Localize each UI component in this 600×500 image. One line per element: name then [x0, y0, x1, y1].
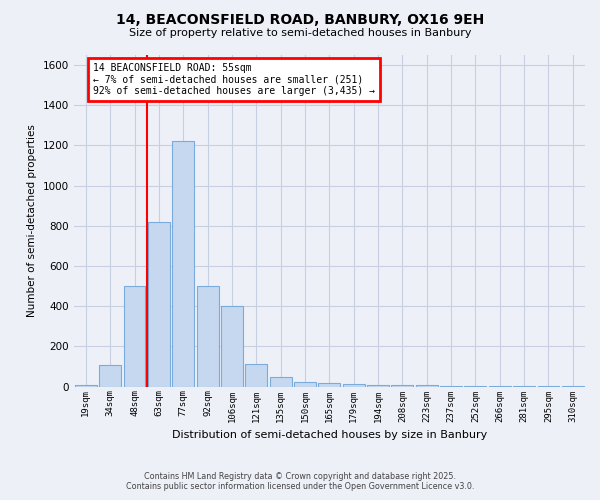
Bar — [221, 306, 243, 386]
X-axis label: Distribution of semi-detached houses by size in Banbury: Distribution of semi-detached houses by … — [172, 430, 487, 440]
Bar — [99, 364, 121, 386]
Bar — [124, 286, 145, 386]
Bar — [75, 384, 97, 386]
Text: 14 BEACONSFIELD ROAD: 55sqm
← 7% of semi-detached houses are smaller (251)
92% o: 14 BEACONSFIELD ROAD: 55sqm ← 7% of semi… — [93, 63, 375, 96]
Bar — [172, 142, 194, 386]
Bar — [197, 286, 218, 386]
Bar — [294, 382, 316, 386]
Bar — [319, 382, 340, 386]
Bar — [343, 384, 365, 386]
Bar — [367, 384, 389, 386]
Bar — [416, 385, 437, 386]
Bar — [269, 376, 292, 386]
Bar — [245, 364, 267, 386]
Bar — [391, 385, 413, 386]
Text: Contains HM Land Registry data © Crown copyright and database right 2025.
Contai: Contains HM Land Registry data © Crown c… — [126, 472, 474, 491]
Y-axis label: Number of semi-detached properties: Number of semi-detached properties — [27, 124, 37, 318]
Text: Size of property relative to semi-detached houses in Banbury: Size of property relative to semi-detach… — [129, 28, 471, 38]
Text: 14, BEACONSFIELD ROAD, BANBURY, OX16 9EH: 14, BEACONSFIELD ROAD, BANBURY, OX16 9EH — [116, 12, 484, 26]
Bar — [148, 222, 170, 386]
